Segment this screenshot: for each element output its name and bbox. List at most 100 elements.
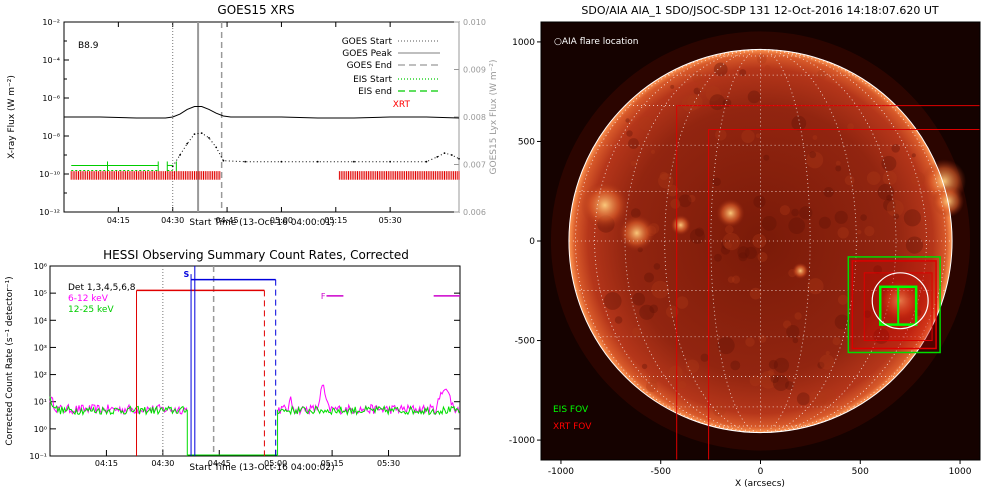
goes-ylabel-right: GOES15 Lyx Flux (W m⁻²) [489, 60, 499, 175]
aia-texture-blob [632, 327, 642, 337]
aia-texture-blob [835, 160, 841, 166]
aia-active-region [878, 278, 923, 323]
aia-texture-blob [721, 239, 732, 250]
aia-texture-blob [806, 151, 824, 169]
aia-texture-blob [678, 380, 687, 389]
aia-texture-blob [725, 225, 734, 234]
hessi-legend-label: 12-25 keV [68, 305, 114, 315]
goes-y-tick-label: 10⁻⁴ [42, 56, 60, 65]
hessi-x-tick-label: 05:00 [264, 459, 287, 468]
aia-texture-blob [749, 287, 762, 300]
aia-image [550, 31, 980, 460]
goes-right-tick-label: 0.007 [463, 161, 486, 170]
aia-x-tick-label: 500 [852, 467, 869, 477]
goes-title: GOES15 XRS [217, 3, 294, 17]
aia-texture-blob [713, 62, 728, 77]
aia-texture-blob [792, 337, 799, 344]
aia-legend: EIS FOV XRT FOV [553, 405, 592, 432]
aia-legend-label: EIS FOV [553, 405, 589, 415]
goes-right-tick-label: 0.006 [463, 208, 486, 217]
aia-texture-blob [886, 199, 904, 217]
aia-texture-blob [834, 314, 850, 330]
aia-texture-blob [666, 184, 679, 197]
aia-texture-blob [712, 177, 721, 187]
aia-legend-label: XRT FOV [553, 422, 592, 432]
goes-short-point [458, 157, 460, 160]
hessi-ylabel: Corrected Count Rate (s⁻¹ detector⁻¹) [5, 276, 15, 445]
goes-plot-area [64, 22, 460, 212]
goes-right-tick-label: 0.008 [463, 113, 486, 122]
aia-texture-blob [791, 115, 807, 131]
aia-texture-blob [639, 304, 655, 320]
aia-texture-blob [756, 54, 767, 64]
aia-texture-blob [773, 357, 790, 373]
aia-texture-blob [903, 209, 922, 227]
goes-x-ticks: 04:15 04:30 04:45 05:00 05:15 05:30 [107, 22, 402, 225]
aia-y-tick-label: 0 [529, 237, 535, 247]
goes-legend-label: EIS end [358, 87, 392, 97]
aia-texture-blob [835, 165, 842, 172]
aia-active-region [670, 215, 691, 236]
goes-short-point [208, 137, 210, 139]
aia-title: SDO/AIA AIA_1 SDO/JSOC-SDP 131 12-Oct-20… [581, 4, 939, 17]
aia-texture-blob [808, 390, 827, 409]
aia-texture-blob [877, 183, 895, 201]
aia-texture-blob [886, 194, 893, 201]
goes-x-tick-label: 04:30 [161, 216, 184, 225]
aia-texture-blob [641, 363, 648, 370]
hessi-y-tick-label: 10⁵ [34, 289, 47, 298]
aia-flare-location-circle [871, 272, 929, 330]
aia-y-tick-label: 1000 [512, 38, 535, 48]
hessi-xlabel: Start Time (13-Oct-16 04:00:02) [189, 463, 334, 473]
goes-x-tick-label: 05:00 [270, 216, 293, 225]
aia-texture-blob [689, 228, 705, 244]
aia-texture-blob [905, 236, 924, 254]
aia-texture-blob [823, 187, 834, 198]
aia-texture-blob [783, 320, 792, 329]
aia-longitude-line [760, 49, 927, 433]
hessi-plot-area: SF [49, 266, 460, 456]
goes-right-tick-label: 0.010 [463, 18, 486, 27]
aia-texture-blob [670, 84, 675, 89]
aia-texture-blob [768, 369, 775, 376]
aia-x-tick-label: 1000 [949, 467, 972, 477]
goes-short-point [425, 160, 428, 163]
aia-texture-blob [883, 198, 896, 212]
aia-texture-blob [649, 374, 659, 384]
aia-texture-blob [763, 154, 770, 161]
aia-texture-blob [794, 312, 802, 320]
goes-x-tick-label: 04:15 [107, 216, 130, 225]
aia-texture-blob [603, 292, 622, 310]
eis-fov-box [847, 256, 941, 354]
aia-texture-blob [685, 359, 700, 374]
hessi-y-tick-label: 10³ [34, 343, 47, 352]
aia-texture-blob [626, 130, 633, 137]
aia-texture-blob [693, 87, 701, 95]
xrt-fov-box-small [851, 260, 937, 350]
goes-class-label: B8.9 [78, 41, 99, 51]
hessi-y-tick-label: 10⁻¹ [29, 452, 47, 461]
hessi-x-tick-label: 05:15 [321, 459, 344, 468]
aia-texture-blob [837, 294, 849, 305]
hessi-x-tick-label: 04:45 [208, 459, 231, 468]
aia-active-region [618, 215, 655, 252]
aia-texture-blob [860, 214, 867, 221]
hessi-annotation-f: F [321, 292, 326, 301]
aia-texture-blob [649, 304, 658, 314]
aia-y-tick-label: -1000 [509, 436, 535, 446]
aia-texture-blob [759, 370, 778, 389]
hessi-annotation-s: S [184, 270, 190, 279]
aia-longitude-line [760, 49, 857, 433]
goes-ylabel: X-ray Flux (W m⁻²) [7, 75, 17, 159]
hessi-legend-label: 6-12 keV [68, 294, 109, 304]
goes-short-point [186, 142, 189, 145]
hessi-x-tick-label: 04:15 [95, 459, 118, 468]
aia-texture-blob [737, 246, 750, 259]
aia-texture-blob [755, 133, 761, 139]
aia-texture-blob [681, 95, 699, 112]
aia-texture-blob [628, 138, 639, 149]
aia-texture-blob [700, 353, 709, 362]
hessi-y-tick-label: 10⁶ [34, 262, 47, 271]
